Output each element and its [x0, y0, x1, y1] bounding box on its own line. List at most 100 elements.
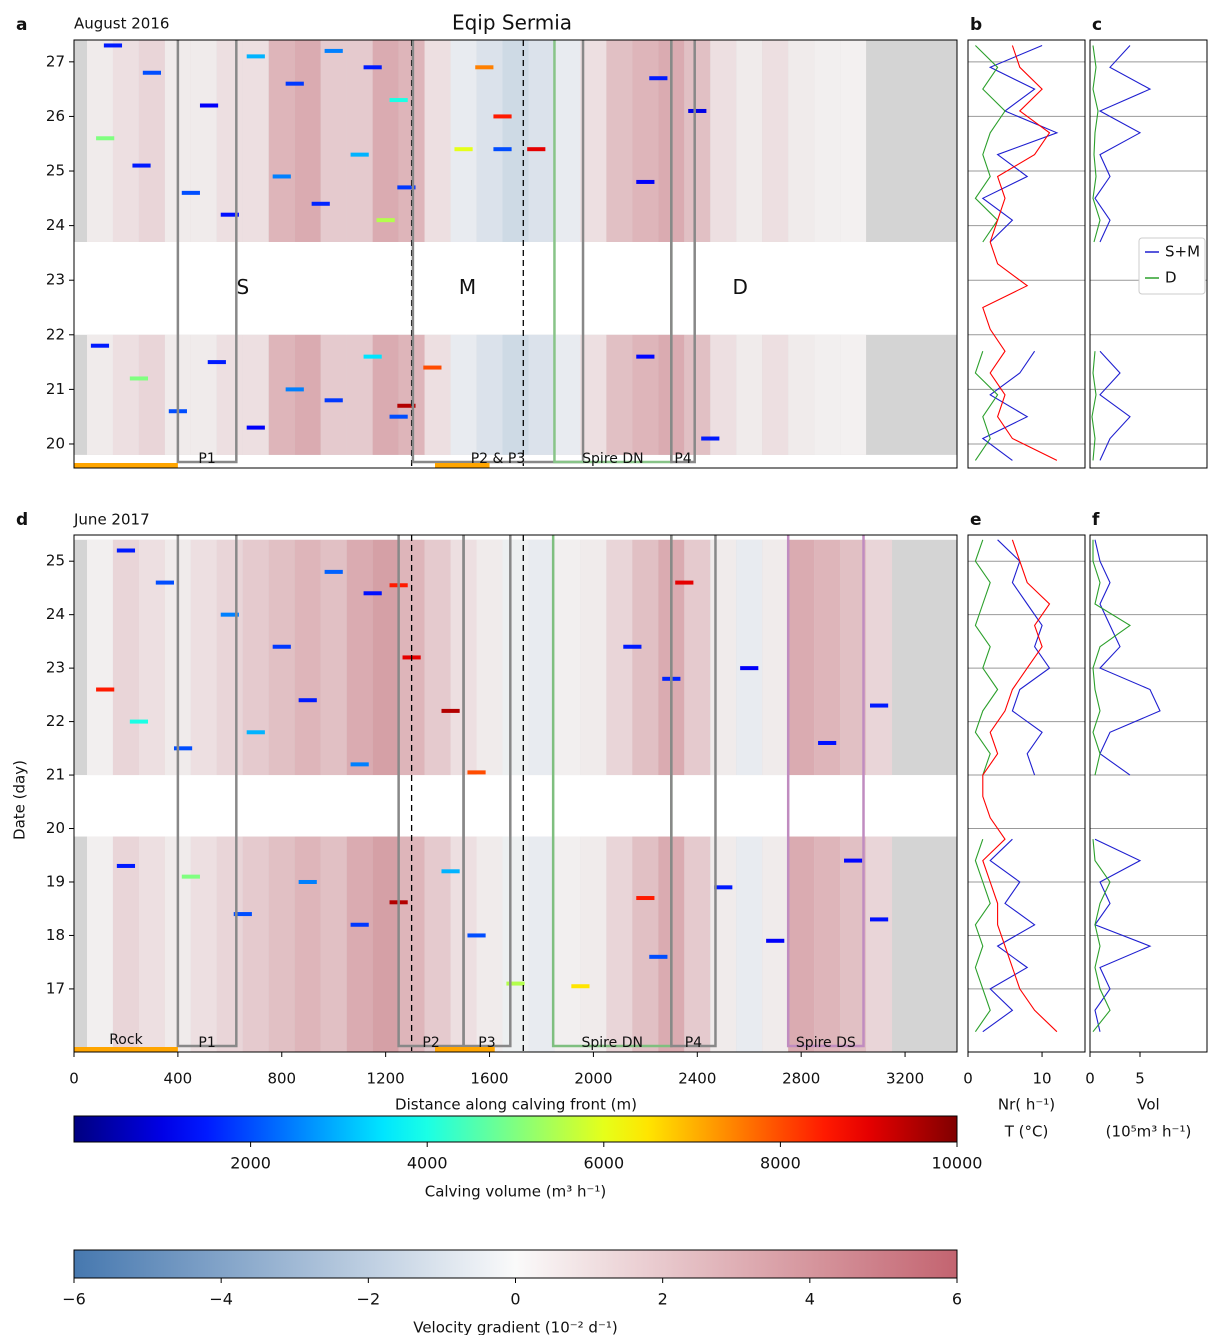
- y-tick-label: 25: [46, 552, 65, 570]
- calving-event: [285, 81, 304, 86]
- velocity-stripe: [476, 334, 503, 455]
- calving-event: [363, 65, 382, 70]
- velocity-stripe: [476, 40, 503, 242]
- calving-event: [527, 147, 546, 152]
- velocity-stripe: [528, 836, 555, 1052]
- panel-subtitle: June 2017: [73, 511, 150, 529]
- y-tick-label: 26: [46, 107, 65, 125]
- x-axis-label: Vol: [1137, 1096, 1159, 1114]
- velocity-stripe: [424, 539, 451, 776]
- calving-event: [818, 740, 837, 745]
- velocity-stripe: [86, 40, 113, 242]
- plot-frame: [73, 534, 958, 1053]
- calving-event: [132, 163, 151, 168]
- velocity-stripe: [710, 539, 737, 776]
- calving-event: [207, 360, 226, 365]
- velocity-stripe: [840, 40, 867, 242]
- velocity-stripe: [762, 40, 789, 242]
- x-tick-label: 800: [267, 1070, 296, 1088]
- profile-outline: [411, 40, 585, 464]
- panel-label: f: [1092, 510, 1100, 530]
- colorbar-tick-label: 8000: [760, 1154, 801, 1173]
- calving-event: [272, 174, 291, 179]
- calving-event: [298, 879, 317, 884]
- calving-event: [116, 863, 136, 868]
- rock-bar: [74, 463, 178, 468]
- velocity-stripe: [580, 334, 607, 455]
- velocity-stripe: [502, 836, 529, 1052]
- velocity-stripe: [372, 40, 399, 242]
- velocity-stripe: [502, 539, 529, 776]
- colorbar-tick-label: −4: [209, 1290, 233, 1309]
- colorbar-tick-label: 0: [510, 1290, 520, 1309]
- colorbar-label: Velocity gradient (10⁻² d⁻¹): [413, 1319, 618, 1335]
- velocity-stripe: [788, 836, 815, 1052]
- plot-frame: [967, 39, 1086, 469]
- velocity-stripe: [450, 40, 477, 242]
- rock-label: Rock: [109, 1032, 143, 1048]
- region-label: M: [459, 275, 476, 299]
- velocity-stripe: [866, 539, 893, 776]
- calving-event: [423, 365, 442, 370]
- calving-event: [454, 147, 473, 152]
- panel-label: a: [16, 15, 27, 35]
- velocity-stripe: [788, 40, 815, 242]
- calving-event: [363, 354, 382, 359]
- velocity-stripe: [476, 836, 503, 1052]
- x-axis-label: Nr( h⁻¹): [998, 1096, 1055, 1114]
- region-label: D: [732, 275, 747, 299]
- y-tick-label: 23: [46, 271, 65, 289]
- calving-event: [636, 896, 655, 901]
- profile-label: P1: [198, 451, 215, 467]
- calving-event: [129, 719, 149, 724]
- calving-event: [311, 201, 330, 206]
- velocity-stripe: [242, 334, 269, 455]
- calving-event: [142, 70, 162, 75]
- velocity-stripe: [450, 334, 477, 455]
- profile-outline: [176, 535, 238, 1048]
- y-tick-label: 19: [46, 872, 65, 890]
- calving-event: [869, 703, 889, 708]
- velocity-stripe: [424, 40, 451, 242]
- panel-label: e: [970, 510, 982, 530]
- velocity-stripe: [320, 40, 347, 242]
- calving-event: [272, 644, 291, 649]
- velocity-stripe: [866, 836, 893, 1052]
- calving-event: [103, 43, 123, 48]
- velocity-stripe: [372, 539, 399, 776]
- series-line: [982, 45, 1058, 461]
- colorbar-label: Calving volume (m³ h⁻¹): [425, 1183, 607, 1201]
- calving-event: [389, 98, 408, 103]
- velocity-stripe: [294, 836, 321, 1052]
- calving-event: [350, 922, 369, 927]
- calving-event: [475, 65, 494, 70]
- velocity-stripe: [632, 836, 659, 1052]
- velocity-stripe: [814, 40, 841, 242]
- velocity-stripe: [476, 539, 503, 776]
- velocity-stripe: [268, 334, 295, 455]
- calving-event: [493, 147, 512, 152]
- calving-event: [397, 403, 416, 408]
- velocity-stripe: [788, 334, 815, 455]
- velocity-stripe: [736, 40, 763, 242]
- y-tick-label: 24: [46, 605, 65, 623]
- panel-subtitle: August 2016: [74, 15, 169, 33]
- calving-event: [350, 762, 369, 767]
- calving-event: [246, 730, 265, 735]
- colorbar-tick-label: −6: [62, 1290, 86, 1309]
- velocity-stripe: [372, 836, 399, 1052]
- calving-event: [714, 885, 733, 890]
- calving-event: [869, 917, 889, 922]
- y-tick-label: 20: [46, 434, 65, 452]
- calving-event: [493, 114, 512, 119]
- series-line: [974, 539, 999, 1033]
- calving-event: [220, 612, 239, 617]
- velocity-stripe: [138, 539, 165, 776]
- calving-event: [675, 580, 694, 585]
- velocity-stripe: [762, 334, 789, 455]
- calving-event: [324, 48, 343, 53]
- velocity-stripe: [190, 539, 217, 776]
- velocity-stripe: [710, 836, 737, 1052]
- velocity-stripe: [580, 40, 607, 242]
- velocity-stripe: [112, 539, 139, 776]
